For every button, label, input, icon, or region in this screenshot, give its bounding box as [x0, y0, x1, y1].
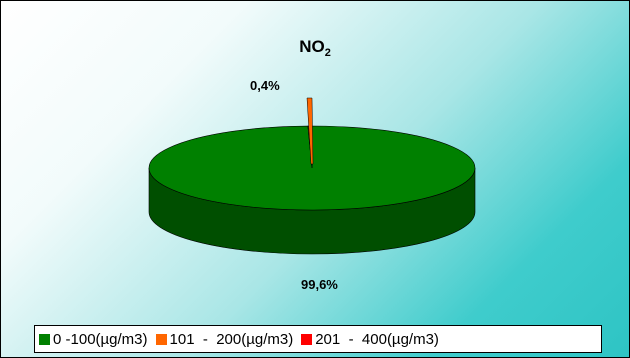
- pie-slice-2-wedge: [306, 97, 314, 165]
- legend-label-3: 201 - 400(µg/m3): [315, 330, 439, 348]
- legend-swatch-2: [155, 333, 167, 345]
- legend-swatch-1: [39, 333, 50, 345]
- legend: 0 -100(µg/m3) 101 - 200(µg/m3) 201 - 400…: [34, 325, 602, 353]
- data-label-slice-1: 99,6%: [301, 277, 338, 292]
- legend-swatch-3: [301, 333, 313, 345]
- legend-item-1: 0 -100(µg/m3): [39, 331, 148, 348]
- chart-title: NO2: [299, 37, 331, 59]
- legend-label-1: 0 -100(µg/m3): [53, 330, 148, 348]
- data-label-slice-2: 0,4%: [250, 78, 280, 93]
- legend-item-3: 201 - 400(µg/m3): [301, 331, 439, 348]
- legend-item-2: 101 - 200(µg/m3): [155, 330, 294, 348]
- legend-label-2: 101 - 200(µg/m3): [169, 330, 294, 348]
